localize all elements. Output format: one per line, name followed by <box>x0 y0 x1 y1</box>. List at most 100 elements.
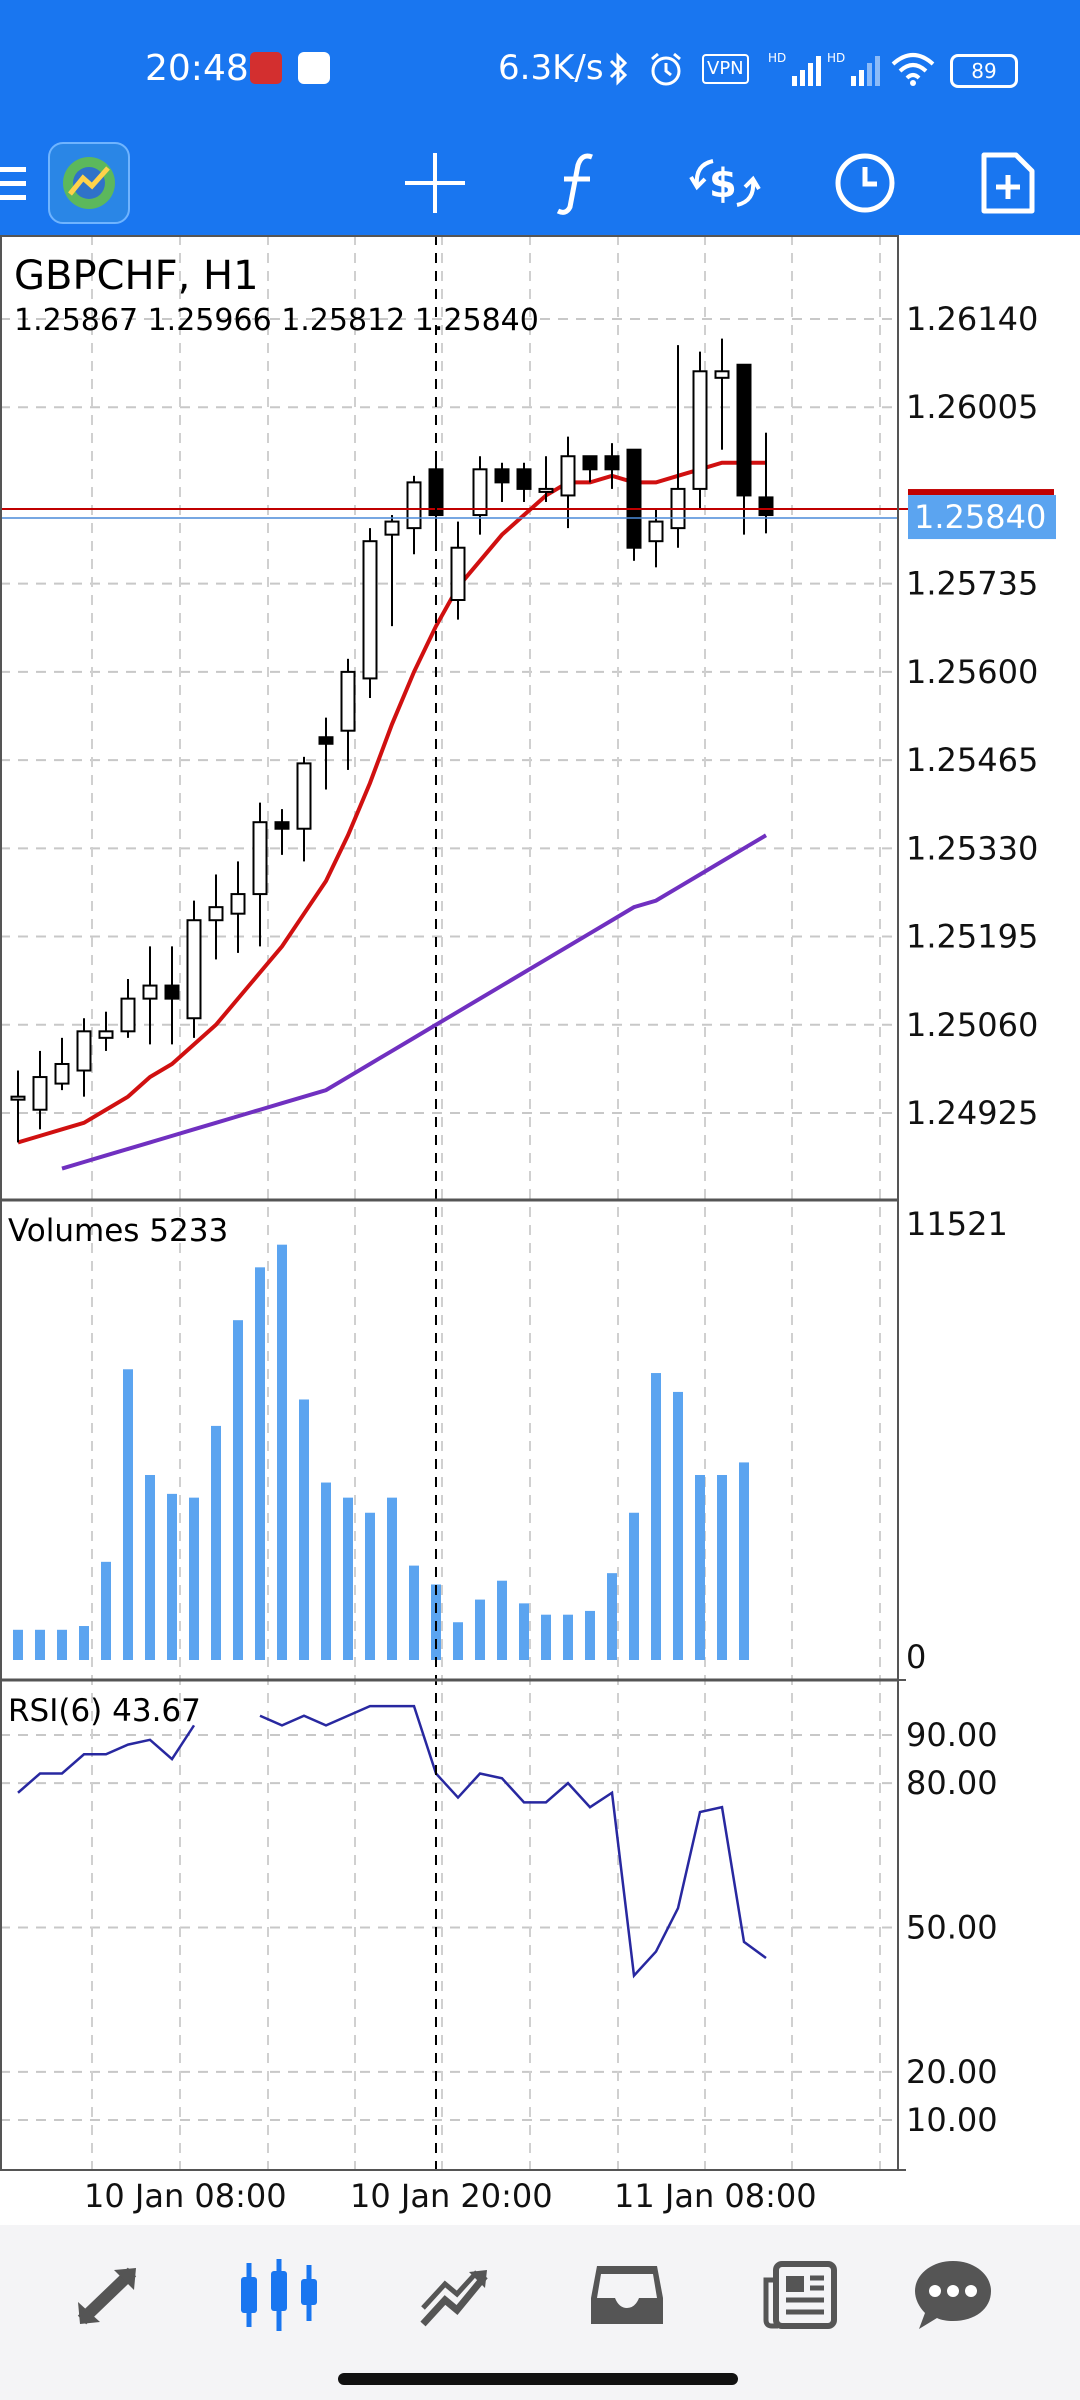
bid-price-marker <box>908 489 1054 496</box>
symbol-title: GBPCHF, H1 <box>14 253 259 299</box>
price-axis-label: 1.26140 <box>906 300 1038 338</box>
time-axis-label: 11 Jan 08:00 <box>614 2177 817 2215</box>
rsi-label: RSI(6) 43.67 <box>8 1693 201 1729</box>
volume-axis-max: 11521 <box>906 1205 1008 1243</box>
candle-body <box>758 496 774 517</box>
rsi-axis-label: 80.00 <box>906 1764 998 1802</box>
volume-bar <box>453 1622 463 1660</box>
crosshair-icon <box>405 152 465 213</box>
volume-bar <box>79 1626 89 1660</box>
candle-body <box>384 520 400 536</box>
volume-bar <box>13 1629 23 1660</box>
volume-bar <box>167 1493 177 1660</box>
svg-text:$: $ <box>709 161 737 207</box>
volume-bar <box>123 1369 133 1660</box>
volume-bar <box>233 1320 243 1660</box>
rsi-axis-label: 10.00 <box>906 2101 998 2139</box>
news-icon <box>763 2261 837 2329</box>
chart-area[interactable]: 1.26140 1.26005 1.25735 1.25600 1.25465 1.253… <box>0 235 1080 2225</box>
candle-body <box>274 821 290 830</box>
hd-signal-icon: HD <box>827 51 880 86</box>
candle-body <box>164 984 180 1000</box>
battery-icon: 89 <box>950 54 1018 88</box>
nav-history[interactable] <box>572 2245 682 2345</box>
volume-bar <box>695 1474 705 1660</box>
timeframe-clock-icon <box>835 153 895 212</box>
trade-icon: $ <box>689 158 761 207</box>
candle-body <box>54 1062 70 1085</box>
candle-body <box>340 670 356 732</box>
bottom-nav <box>0 2225 1080 2400</box>
volume-bar <box>673 1391 683 1660</box>
price-axis-label: 1.25195 <box>906 918 1038 956</box>
new-order-icon <box>981 152 1035 213</box>
candlestick-chart-icon <box>241 2259 317 2331</box>
chart-frame <box>0 235 906 2171</box>
ma-slow-line <box>61 833 768 1171</box>
alarm-icon <box>651 52 681 86</box>
candle-body <box>626 448 642 549</box>
bluetooth-icon <box>609 52 628 86</box>
price-axis-label: 1.24925 <box>906 1094 1038 1132</box>
ohlc-values: 1.25867 1.25966 1.25812 1.25840 <box>14 303 539 338</box>
candle-body <box>714 370 730 379</box>
candle-body <box>120 997 136 1033</box>
volume-bar <box>255 1267 265 1660</box>
rsi-axis-label: 50.00 <box>906 1909 998 1947</box>
indicators-button[interactable] <box>537 130 617 235</box>
menu-button[interactable] <box>0 130 30 235</box>
timeframe-button[interactable] <box>825 130 905 235</box>
candle-body <box>516 468 532 490</box>
nav-trade[interactable] <box>400 2245 510 2345</box>
candle-body <box>582 455 598 471</box>
volume-bar <box>607 1573 617 1660</box>
menu-icon <box>0 166 26 200</box>
price-axis-label: 1.25330 <box>906 829 1038 867</box>
nav-quotes[interactable] <box>55 2245 165 2345</box>
nav-news[interactable] <box>745 2245 855 2345</box>
new-order-button[interactable] <box>968 130 1048 235</box>
home-indicator[interactable] <box>338 2373 738 2385</box>
svg-text:HD: HD <box>827 51 845 65</box>
volume-bar <box>343 1497 353 1660</box>
inbox-icon <box>591 2266 663 2324</box>
volume-bar <box>145 1474 155 1660</box>
hd-signal-icon: HD <box>768 51 821 86</box>
volume-bar <box>497 1580 507 1660</box>
trade-button[interactable]: $ <box>680 130 770 235</box>
nav-chart[interactable] <box>225 2245 335 2345</box>
quotes-arrows-icon <box>77 2267 137 2325</box>
volume-bar <box>387 1497 397 1660</box>
volume-bar <box>211 1425 221 1660</box>
candle-body <box>142 984 158 1000</box>
indicators-icon <box>556 153 593 215</box>
price-axis-label: 1.25735 <box>906 565 1038 603</box>
chart-canvas[interactable]: 1.26140 1.26005 1.25735 1.25600 1.25465 1.253… <box>0 235 1080 2225</box>
volume-bar <box>629 1512 639 1660</box>
candle-body <box>494 468 510 484</box>
app-logo[interactable] <box>44 130 134 235</box>
price-axis-label: 1.26005 <box>906 388 1038 426</box>
app-logo-icon <box>48 141 130 224</box>
price-axis-label: 1.25600 <box>906 653 1038 691</box>
volume-bar <box>365 1512 375 1660</box>
status-time: 20:48 <box>145 48 249 89</box>
candle-body <box>208 906 224 922</box>
candle-body <box>736 363 752 497</box>
rsi-axis-label: 90.00 <box>906 1716 998 1754</box>
volume-bar <box>321 1482 331 1660</box>
rsi-series <box>259 1704 767 1979</box>
chat-bubble-icon <box>915 2261 991 2329</box>
nav-messages[interactable] <box>898 2245 1008 2345</box>
candle-body <box>560 455 576 497</box>
crosshair-button[interactable] <box>395 130 475 235</box>
candle-body <box>10 1095 26 1101</box>
candle-body <box>648 520 664 543</box>
volume-bar <box>651 1373 661 1660</box>
candle-body <box>32 1076 48 1111</box>
notification-badge-icon <box>250 52 282 84</box>
candle-body <box>604 455 620 471</box>
app-toolbar: $ <box>0 130 1080 235</box>
volume-bar <box>57 1629 67 1660</box>
volume-bar <box>563 1614 573 1660</box>
